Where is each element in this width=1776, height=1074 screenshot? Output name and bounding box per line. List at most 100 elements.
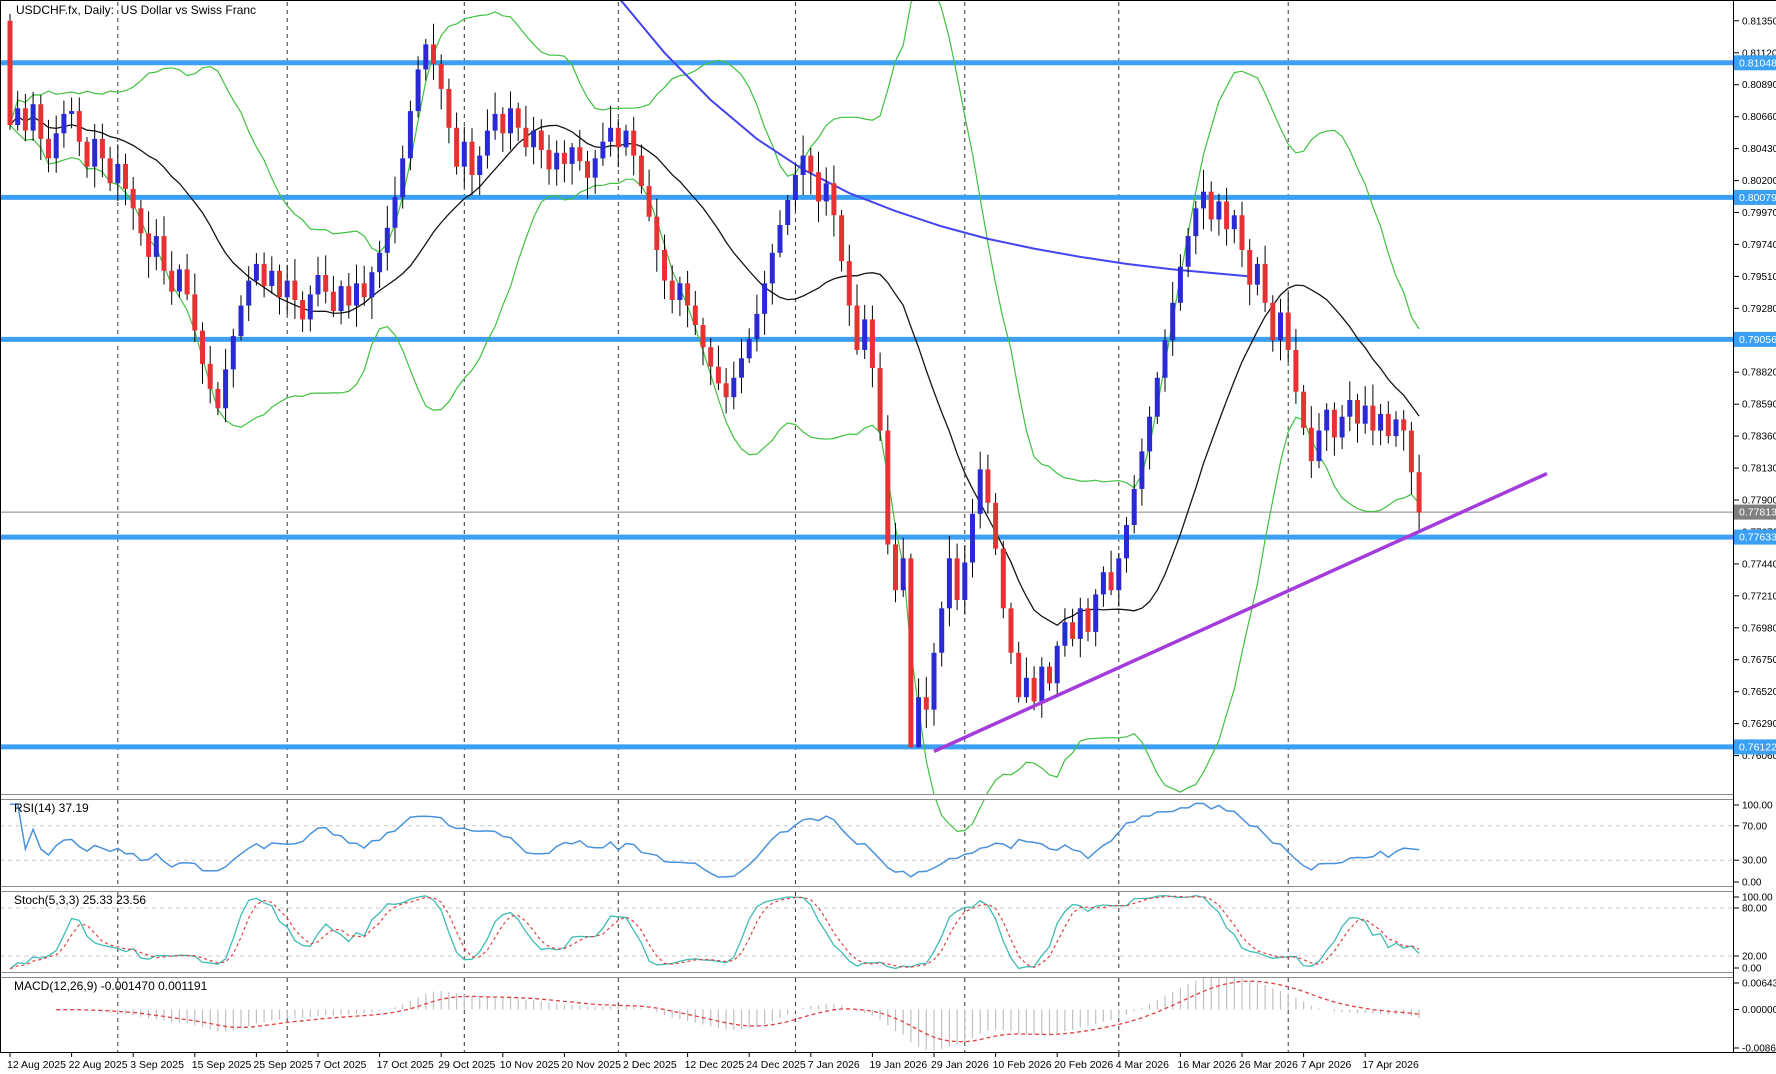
axis-label: 0.00 (1742, 964, 1762, 975)
candle-body-bear (130, 188, 136, 209)
candle-body-bear (84, 141, 90, 167)
candle-body-bull (592, 158, 598, 178)
candle-body-bull (1170, 302, 1176, 341)
candle (338, 280, 344, 325)
axis-label: 20.00 (1742, 952, 1767, 963)
candle-body-bull (739, 358, 744, 378)
candle (1385, 401, 1391, 444)
candle-body-bear (523, 127, 529, 148)
candle (407, 100, 413, 171)
macd-panel[interactable] (55, 978, 1420, 1051)
moving-average-blue (619, 0, 1250, 278)
candle (1347, 381, 1353, 432)
stochastic-panel[interactable] (0, 894, 1733, 970)
axis-label: 100.00 (1742, 801, 1773, 812)
candle (800, 135, 806, 196)
candle (692, 290, 698, 335)
candle-body-bull (1116, 558, 1122, 591)
chart-borders (0, 0, 1776, 1052)
axis-label: 80.00 (1742, 904, 1767, 915)
candle-body-bear (877, 368, 883, 431)
price-axis[interactable]: 0.81350 0.81120 0.80890 0.80660 0.80430 0.802… (1733, 0, 1776, 1055)
candle-body-bull (1324, 409, 1330, 431)
candle (315, 256, 321, 307)
price-badge (1734, 739, 1776, 755)
candle-body-bull (492, 113, 498, 131)
candle (970, 498, 975, 578)
candle-body-bear (138, 208, 144, 234)
candle (531, 116, 537, 165)
candle (53, 115, 59, 173)
candle (900, 537, 906, 597)
candle-body-bull (731, 377, 737, 398)
axis-label: 0.80200 (1742, 176, 1776, 187)
candle (1339, 405, 1345, 450)
price-badge-label: 0.81048 (1739, 57, 1776, 69)
candle-body-bull (1077, 608, 1083, 639)
candle-body-bear (1385, 413, 1391, 437)
candle-body-bull (608, 127, 614, 142)
trendline-layer[interactable] (933, 472, 1548, 753)
candle-body-bull (754, 313, 760, 339)
candle-body-bull (61, 113, 67, 134)
candle-body-bull (970, 513, 975, 563)
candle-body-bull (1231, 215, 1237, 230)
candle (1185, 227, 1191, 278)
candle-body-bull (1347, 400, 1353, 417)
candle-body-bear (446, 88, 452, 128)
candle-body-bull (1154, 377, 1160, 417)
time-axis[interactable]: 12 Aug 2025 22 Aug 2025 3 Sep 2025 15 Sep 2… (0, 1052, 1776, 1072)
candle (492, 92, 498, 140)
panel-separator[interactable] (0, 794, 1776, 800)
candle-body-bull (354, 283, 359, 306)
candle (1070, 608, 1076, 647)
candle-body-bull (477, 155, 483, 175)
candle-body-bear (923, 697, 929, 710)
candle (1401, 410, 1407, 451)
candle-body-bear (1016, 652, 1022, 698)
candle (1285, 292, 1291, 362)
panel-separator[interactable] (0, 886, 1776, 892)
candle (623, 124, 629, 156)
candle-body-bear (1416, 472, 1422, 513)
macd-indicator-label: MACD(12,26,9) -0.001470 0.001191 (14, 979, 208, 993)
panel-separator[interactable] (0, 972, 1776, 978)
candle-body-bear (361, 283, 367, 298)
time-axis-label: 22 Aug 2025 (69, 1059, 128, 1071)
candle (1324, 403, 1330, 451)
candle (561, 140, 567, 183)
candle-body-bull (800, 155, 806, 175)
candle-body-bull (115, 163, 121, 184)
time-axis-label: 17 Oct 2025 (377, 1059, 434, 1071)
candle (923, 676, 929, 729)
candle-body-bull (1039, 666, 1045, 702)
candle (685, 270, 691, 328)
candle (1077, 597, 1083, 658)
candle (431, 23, 436, 80)
axis-label: 0.80890 (1742, 80, 1776, 91)
candle-body-bull (792, 175, 798, 200)
candle-body-bear (577, 147, 583, 162)
ascending-trendline[interactable] (933, 472, 1548, 753)
candle-body-bear (323, 275, 329, 292)
candle (654, 198, 660, 272)
candle (423, 38, 429, 81)
candle-body-bull (531, 130, 537, 148)
candle-body-bull (269, 270, 275, 287)
candle-body-bull (769, 252, 775, 284)
candle-body-bear (1047, 666, 1052, 684)
rsi-panel[interactable] (0, 802, 1733, 878)
candle (1039, 657, 1045, 718)
price-badge (1734, 189, 1776, 205)
candle-body-bull (315, 275, 321, 295)
candle (577, 129, 583, 171)
candle-body-bull (785, 200, 791, 225)
candle-body-bull (1062, 622, 1068, 646)
candle-body-bear (985, 469, 991, 503)
candle (454, 112, 460, 175)
candle-body-bull (1378, 413, 1384, 431)
candle-body-bear (431, 44, 436, 64)
candle-body-bear (346, 286, 352, 306)
candle-body-bull (176, 269, 182, 292)
